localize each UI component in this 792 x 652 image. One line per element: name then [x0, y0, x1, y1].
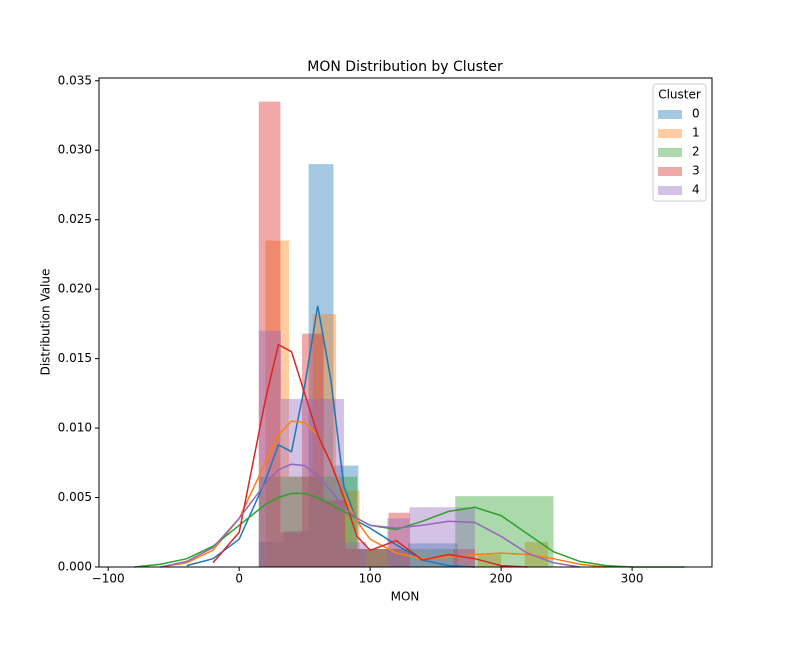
- histogram-bar: [358, 548, 384, 567]
- histogram-bar: [288, 476, 313, 567]
- chart-title: MON Distribution by Cluster: [307, 59, 503, 75]
- legend-swatch: [658, 110, 682, 119]
- histogram-bar: [283, 530, 309, 567]
- histogram-bar: [323, 500, 346, 567]
- y-tick-label: 0.025: [58, 212, 92, 226]
- x-tick-label: 100: [359, 572, 382, 586]
- legend-swatch: [658, 129, 682, 138]
- y-tick-label: 0.035: [58, 73, 92, 87]
- legend-label: 2: [692, 145, 700, 159]
- legend-swatch: [658, 167, 682, 176]
- histogram-bar: [258, 330, 282, 567]
- kde-line: [160, 463, 580, 568]
- y-tick-label: 0.005: [58, 490, 92, 504]
- histogram-bar: [383, 548, 409, 567]
- x-tick-label: 200: [490, 572, 513, 586]
- histogram-bar: [302, 398, 323, 567]
- x-tick-label: 0: [235, 572, 243, 586]
- y-tick-label: 0.000: [58, 560, 92, 574]
- x-tick-label: 300: [621, 572, 644, 586]
- x-axis-label: MON: [391, 590, 420, 604]
- histogram-bar: [258, 541, 284, 567]
- kde-line: [212, 343, 528, 568]
- y-tick-label: 0.010: [58, 421, 92, 435]
- legend-swatch: [658, 186, 682, 195]
- histogram-bar: [345, 548, 367, 567]
- histogram-bar: [258, 476, 358, 567]
- histogram-bar: [322, 398, 344, 567]
- histogram-bar: [280, 532, 303, 567]
- legend-box: [652, 83, 707, 202]
- y-axis-label: Distribution Value: [39, 269, 53, 376]
- legend-swatch: [658, 148, 682, 157]
- kde-line: [186, 305, 475, 568]
- histogram-bar: [343, 541, 367, 567]
- y-tick-label: 0.015: [58, 351, 92, 365]
- legend-title: Cluster: [658, 88, 701, 102]
- histogram-bar: [409, 507, 431, 567]
- x-tick-label: −100: [92, 572, 125, 586]
- histogram-bar: [453, 548, 475, 567]
- histogram-bar: [524, 541, 549, 567]
- legend-label: 0: [692, 107, 700, 121]
- kde-line: [160, 420, 606, 568]
- histogram-bar: [302, 333, 324, 567]
- histogram-bar: [281, 398, 303, 567]
- histogram-bar: [366, 548, 389, 567]
- histogram-bar: [265, 240, 289, 567]
- legend-label: 1: [692, 126, 700, 140]
- plot-frame: [98, 77, 713, 568]
- histogram-bar: [258, 101, 281, 567]
- legend-label: 4: [692, 183, 700, 197]
- y-tick-label: 0.030: [58, 143, 92, 157]
- y-tick-label: 0.020: [58, 282, 92, 296]
- legend-label: 3: [692, 164, 700, 178]
